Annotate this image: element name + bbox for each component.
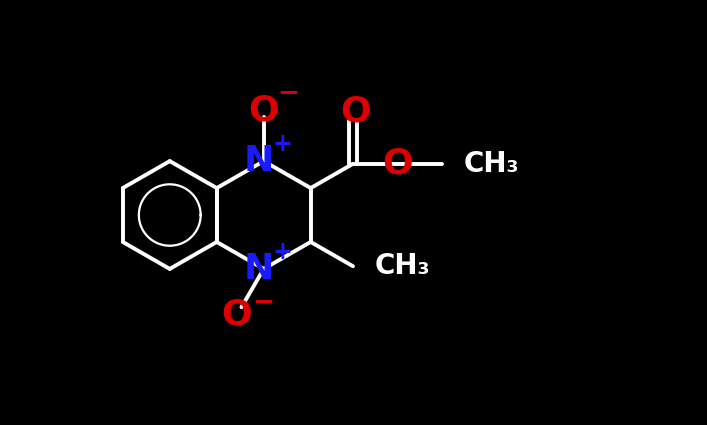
Text: O: O — [221, 298, 252, 332]
Text: N: N — [244, 252, 274, 286]
Text: +: + — [272, 132, 292, 156]
Text: CH₃: CH₃ — [464, 150, 519, 178]
Text: N: N — [244, 144, 274, 178]
Text: −: − — [277, 81, 300, 107]
Text: O: O — [341, 95, 371, 129]
Text: −: − — [252, 289, 274, 316]
Text: CH₃: CH₃ — [375, 252, 431, 280]
Text: O: O — [248, 94, 279, 128]
Text: +: + — [272, 240, 292, 264]
Text: O: O — [382, 147, 413, 181]
